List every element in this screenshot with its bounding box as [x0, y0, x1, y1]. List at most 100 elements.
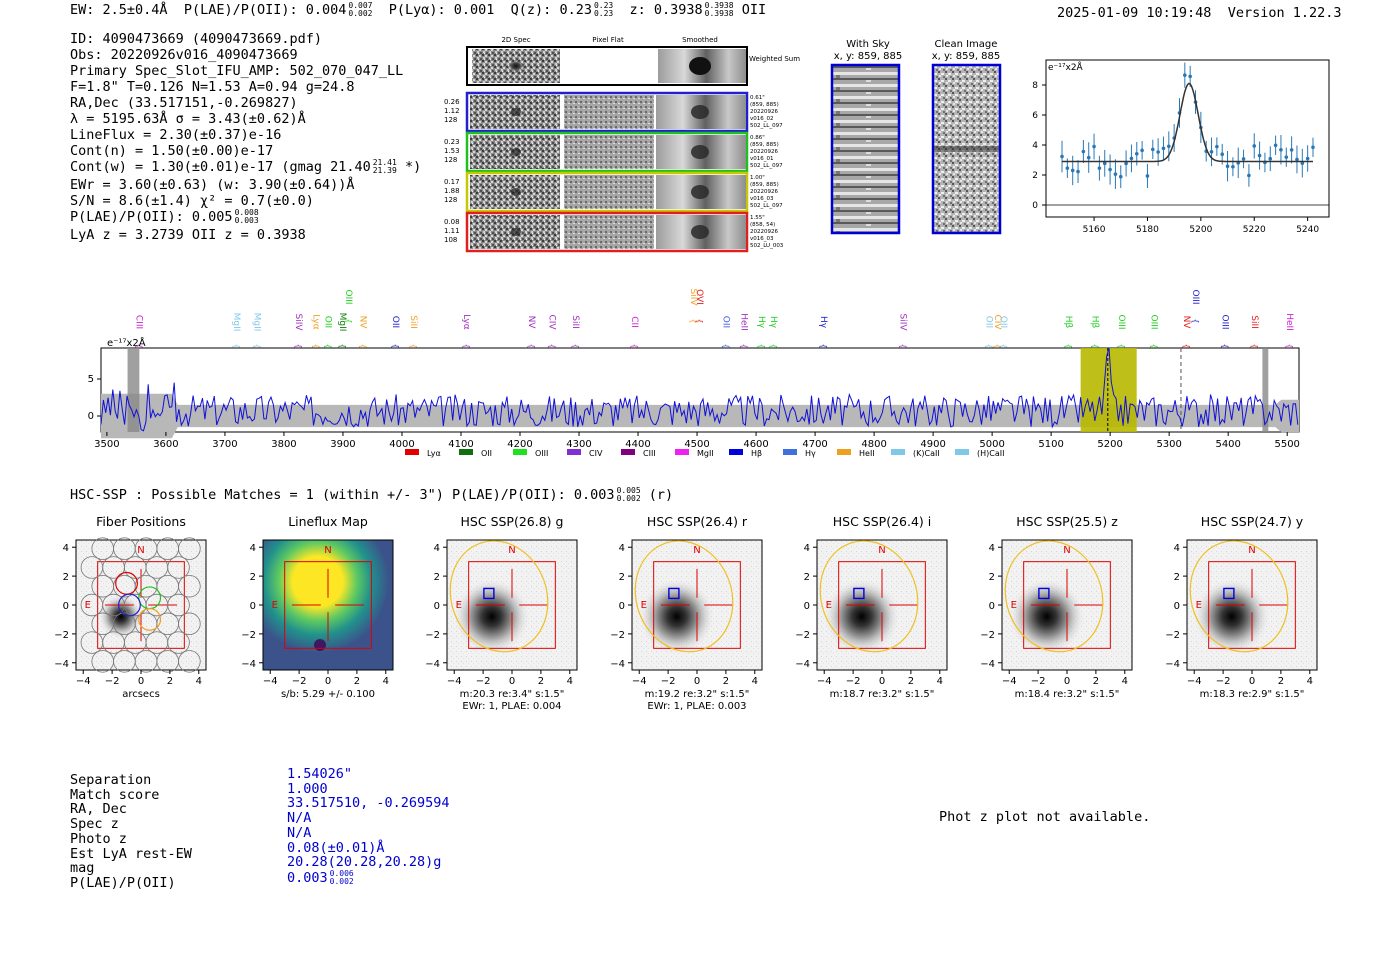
header-datetime: 2025-01-09 10:19:48 [1057, 5, 1212, 21]
fit-data-point [1279, 147, 1283, 152]
value-plae-sub: 0.002 [329, 876, 354, 886]
legend-swatch [891, 449, 905, 455]
match-labels: Separation Match score RA, Dec Spec z Photo … [70, 773, 192, 891]
fiber-circle-blue [118, 593, 141, 617]
clean-coords: x, y: 859, 885 [932, 51, 1001, 62]
spectrum-line-bracket: { [294, 343, 303, 348]
col-header-2dspec: 2D Spec [501, 36, 530, 44]
fit-data-point [1183, 73, 1187, 77]
header-plae-sub: 0.002 [348, 9, 373, 18]
cutout-row-info: (858, 54) [750, 222, 775, 228]
spectrum-xtick-label: 3900 [330, 439, 355, 450]
value-separation: 1.54026" [287, 766, 353, 782]
hsc-match-title: HSC-SSP : Possible Matches = 1 (within +… [70, 486, 674, 504]
panel-title: HSC SSP(26.8) g [461, 514, 564, 529]
spectrum-line-bracket: { [993, 343, 1002, 348]
spectrum-line-label: MgII [231, 313, 241, 332]
hsc-plae-sup: 0.005 [616, 486, 641, 495]
legend-label: CIII [643, 449, 656, 458]
spectrum-masked-region-right [1262, 348, 1269, 432]
panel-caption: m:18.7 re:3.2" s:1.5" [830, 689, 935, 700]
panel-ytick-label: 2 [989, 572, 995, 583]
panel-ytick-label: 4 [63, 543, 69, 554]
panel-ytick-label: 0 [434, 601, 440, 612]
cutout-row-info: 502_LU_003 [750, 243, 784, 249]
legend-label: Hγ [805, 449, 816, 458]
spectrum-xtick-label: 5000 [979, 439, 1004, 450]
panel-caption: arcsecs [122, 689, 160, 700]
east-label: E [456, 600, 462, 611]
fiber-circle [178, 574, 201, 598]
spectrum-line-bracket: { [1064, 343, 1073, 348]
info-ewr: EWr = 3.60(±0.63) (w: 3.90(±0.64))Å [70, 177, 355, 193]
galaxy-image [453, 578, 530, 655]
cutout-row-meta: 108 [444, 236, 457, 244]
panel-ytick-label: −4 [241, 659, 256, 670]
legend-swatch [459, 449, 473, 455]
value-match-score: 1.000 [287, 780, 328, 797]
info-contw-row: Cont(w) = 1.30(±0.01)e-17 (gmag 21.40 21.… [70, 159, 421, 177]
cutout-row-info: 502_LL_097 [750, 123, 783, 129]
cutout-row-info: 20220926 [750, 149, 778, 155]
spectrum-line-bracket: { [630, 343, 639, 348]
spectrum-xtick-label: 4700 [802, 439, 827, 450]
north-label: N [324, 545, 331, 556]
north-label: N [508, 545, 515, 556]
legend-label: HeII [859, 449, 875, 458]
info-plae-row: P(LAE)/P(OII): 0.005 0.008 0.003 [70, 209, 421, 227]
panel-xtick-label: 4 [1122, 676, 1128, 687]
hsc-filter: (r) [648, 487, 674, 503]
panel-xtick-label: −2 [846, 676, 861, 687]
spectrum-line-label: OIII [343, 289, 353, 304]
panel-xtick-label: 0 [1064, 676, 1070, 687]
panel-xtick-label: 0 [325, 676, 331, 687]
fit-plot-unit: e⁻¹⁷x2Å [1048, 61, 1084, 73]
panel-title: HSC SSP(26.4) r [647, 514, 748, 529]
aperture-ellipse [819, 540, 919, 653]
panel-ytick-label: −2 [980, 630, 995, 641]
panel-ytick-label: 4 [989, 543, 995, 554]
spectrum-xtick-label: 3500 [94, 439, 119, 450]
header-z-line: OII [741, 2, 767, 18]
legend-label: MgII [697, 449, 714, 458]
spectrum-line-label: Lyα [461, 314, 471, 330]
catalog-match-box [483, 587, 495, 600]
cutout-row-meta: 1.53 [444, 147, 460, 155]
spectrum-line-label: SiII [1249, 315, 1259, 329]
cutout-row-info: 502_LL_097 [750, 203, 783, 209]
panel-ytick-label: −4 [980, 659, 995, 670]
fit-data-point [1300, 161, 1305, 165]
fit-model-curve [1062, 82, 1313, 163]
cutout-row-info: 20220926 [750, 229, 778, 235]
value-plae-sup: 0.006 [329, 868, 354, 878]
fit-ytick-label: 0 [1032, 201, 1038, 211]
fit-data-point [1295, 157, 1299, 162]
fit-data-point [1284, 155, 1289, 159]
info-sn: S/N = 8.6(±1.4) χ² = 0.7(±0.0) [70, 193, 314, 209]
weighted-sum-label: Weighted Sum [749, 55, 800, 63]
label-mag: mag [70, 860, 95, 877]
north-label: N [1063, 545, 1070, 556]
spectrum-xtick-label: 4600 [743, 439, 768, 450]
spectrum-line-bracket: { [1250, 343, 1259, 348]
panel-xtick-label: 0 [138, 676, 144, 687]
cutout-row-info: 0.61" [750, 95, 765, 101]
spectrum-line-label: OII [998, 316, 1008, 328]
spectrum-line-bracket: { [769, 343, 778, 348]
spectrum-line-label: SiIV [898, 313, 908, 331]
spectrum-line-label: OIII [1190, 289, 1200, 304]
panel-caption-2: EWr: 1, PLAE: 0.004 [462, 701, 561, 712]
panel-xtick-label: 4 [567, 676, 573, 687]
header-plya: P(Lyα): 0.001 [388, 2, 495, 18]
panel-ytick-label: 0 [804, 601, 810, 612]
spectrum-xtick-label: 5400 [1215, 439, 1240, 450]
legend-swatch [837, 449, 851, 455]
panel-xtick-label: 2 [1278, 676, 1284, 687]
legend-swatch [783, 449, 797, 455]
east-label: E [85, 600, 91, 611]
fit-data-point [1113, 172, 1118, 176]
spectrum-line-bracket: { [899, 343, 908, 348]
fit-data-point [1241, 157, 1246, 161]
panel-ytick-label: 4 [619, 543, 625, 554]
fit-ytick-label: 8 [1032, 81, 1038, 91]
